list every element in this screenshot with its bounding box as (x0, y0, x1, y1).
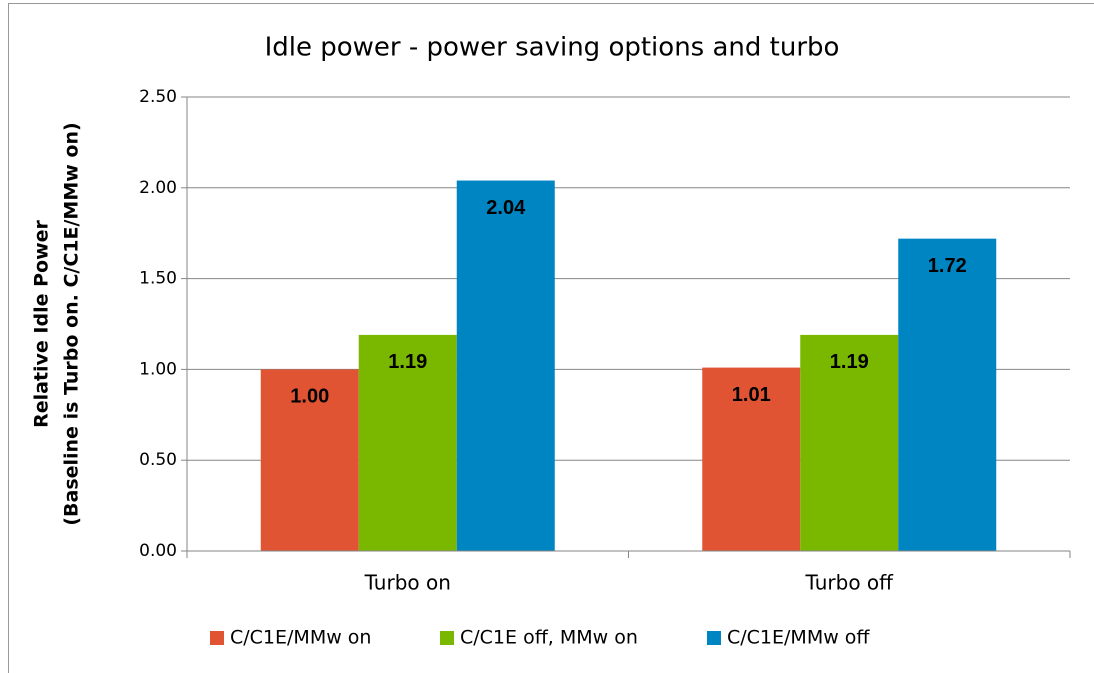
legend-label: C/C1E/MMw off (727, 627, 870, 649)
bar (800, 334, 899, 551)
y-tick-label: 0.00 (139, 541, 177, 561)
bar (260, 369, 359, 551)
y-tick-label: 1.00 (139, 359, 177, 379)
legend-swatch (440, 631, 454, 645)
legend-swatch (210, 631, 224, 645)
data-label: 1.19 (830, 351, 869, 373)
x-tick-label: Turbo off (805, 571, 895, 595)
data-label: 1.19 (388, 351, 427, 373)
legend-label: C/C1E/MMw on (230, 627, 371, 649)
bar (358, 334, 457, 551)
data-label: 2.04 (486, 197, 526, 219)
legend-label: C/C1E off, MMw on (460, 627, 638, 649)
bar (456, 180, 555, 551)
data-label: 1.00 (290, 386, 329, 408)
y-axis-label: (Baseline is Turbo on. C/C1E/MMw on) (61, 122, 83, 525)
legend-swatch (707, 631, 721, 645)
y-tick-label: 1.50 (139, 269, 177, 289)
x-tick-label: Turbo on (364, 571, 451, 595)
bar (702, 367, 801, 551)
data-label: 1.72 (928, 255, 967, 277)
y-axis-label: Relative Idle Power (31, 219, 53, 427)
data-label: 1.01 (732, 384, 771, 406)
chart-frame (8, 3, 1094, 673)
y-tick-label: 0.50 (139, 450, 177, 470)
chart-title: Idle power - power saving options and tu… (265, 33, 840, 63)
y-tick-label: 2.50 (139, 87, 177, 107)
bar (898, 238, 997, 551)
y-tick-label: 2.00 (139, 178, 177, 198)
